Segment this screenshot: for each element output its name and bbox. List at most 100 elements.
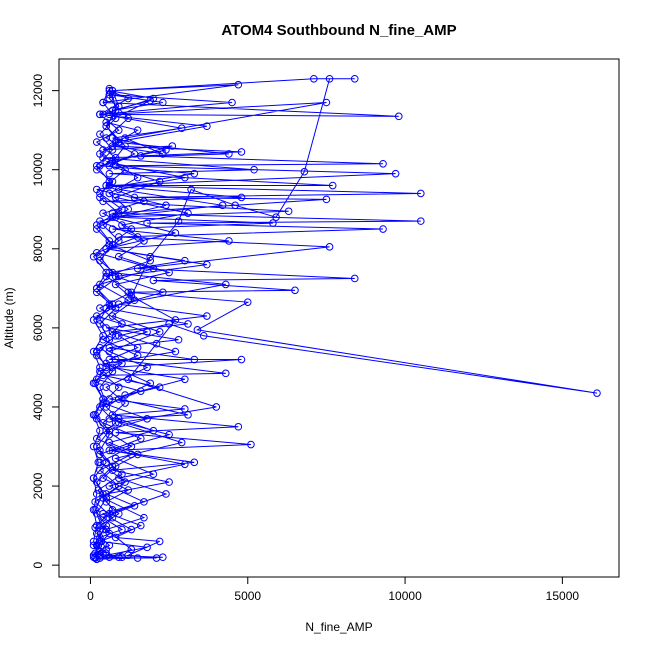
data-point <box>322 98 331 107</box>
data-point <box>143 415 151 423</box>
data-point <box>96 304 104 312</box>
data-point <box>184 320 192 328</box>
data-point <box>593 389 601 397</box>
data-point <box>325 243 334 251</box>
chart-title: ATOM4 Southbound N_fine_AMP <box>221 22 456 39</box>
data-point <box>146 379 155 388</box>
data-point <box>394 112 403 121</box>
data-point <box>124 94 133 103</box>
series-group-2 <box>91 90 337 562</box>
data-point <box>177 438 186 447</box>
data-point <box>105 541 114 550</box>
y-tick-label: 4000 <box>31 393 45 420</box>
data-point <box>111 193 120 202</box>
data-point <box>237 355 246 364</box>
data-point <box>140 513 148 522</box>
data-point <box>92 478 101 486</box>
data-point <box>300 167 309 176</box>
data-point <box>181 405 189 413</box>
data-point <box>193 326 202 334</box>
data-point <box>96 554 104 562</box>
x-tick-label: 5000 <box>234 589 261 603</box>
data-point <box>108 446 117 455</box>
data-point <box>96 130 104 138</box>
data-point <box>417 217 425 225</box>
y-axis: 0 2000 4000 6000 8000 10000 12000 <box>31 74 60 568</box>
data-point <box>155 537 164 546</box>
y-tick-label: 10000 <box>31 153 45 187</box>
data-point <box>102 324 110 332</box>
data-point <box>92 434 101 443</box>
data-point <box>105 84 114 93</box>
data-point <box>379 159 387 168</box>
data-point <box>105 343 114 352</box>
data-point <box>114 482 123 490</box>
data-point <box>105 509 114 518</box>
data-point <box>91 505 99 514</box>
data-point <box>96 383 104 392</box>
data-point <box>237 193 246 202</box>
data-point <box>96 466 104 475</box>
data-point <box>92 225 101 233</box>
data-point <box>228 98 236 107</box>
data-point <box>159 288 167 297</box>
y-tick-label: 8000 <box>31 235 45 262</box>
data-point <box>379 225 387 233</box>
data-point <box>92 521 101 530</box>
data-point <box>108 312 117 320</box>
data-point <box>105 347 114 356</box>
data-point <box>99 98 107 107</box>
data-point <box>199 331 208 340</box>
data-point <box>127 288 136 297</box>
data-point <box>111 154 120 162</box>
data-point <box>91 498 99 506</box>
data-point <box>111 355 120 364</box>
data-point <box>99 331 107 340</box>
data-point <box>133 173 142 182</box>
data-point <box>96 256 104 265</box>
data-point <box>114 272 123 281</box>
data-point <box>105 335 114 344</box>
data-point <box>234 80 243 89</box>
data-point <box>99 474 107 482</box>
data-point <box>212 403 221 411</box>
data-point <box>127 225 136 233</box>
data-point <box>92 221 101 229</box>
series-group-5 <box>92 84 155 562</box>
data-point <box>127 525 136 534</box>
data-point <box>96 458 104 467</box>
data-point <box>146 256 155 265</box>
data-point <box>190 355 199 364</box>
series-group-4 <box>89 86 227 562</box>
data-point <box>133 126 142 134</box>
plot-area <box>89 74 601 564</box>
data-point <box>108 241 117 249</box>
data-point <box>91 411 99 419</box>
data-point <box>96 363 104 372</box>
data-point <box>92 509 101 518</box>
data-point <box>127 545 136 554</box>
data-point <box>114 138 123 146</box>
data-point <box>140 498 148 506</box>
data-point <box>203 122 211 131</box>
data-point <box>159 98 167 107</box>
data-point <box>99 525 107 534</box>
data-point <box>152 554 161 562</box>
y-tick-label: 2000 <box>31 472 45 499</box>
data-point <box>102 549 110 558</box>
data-point <box>111 304 120 312</box>
x-tick-label: 10000 <box>388 589 422 603</box>
data-point <box>350 274 359 283</box>
data-point <box>171 347 180 356</box>
data-point <box>92 288 101 297</box>
data-point <box>190 458 199 467</box>
data-point <box>149 94 158 103</box>
data-point <box>108 225 117 233</box>
data-point <box>111 533 120 542</box>
data-point <box>130 150 139 158</box>
data-point <box>291 286 299 295</box>
data-point <box>92 415 101 423</box>
data-point <box>140 197 148 206</box>
data-point <box>162 490 170 498</box>
